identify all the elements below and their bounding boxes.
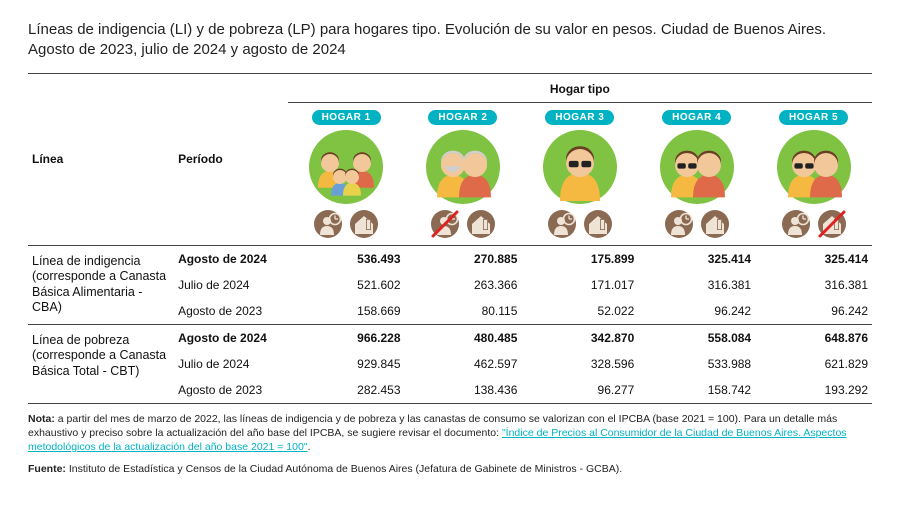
value-cell: 521.602 (288, 272, 405, 298)
value-cell: 342.870 (521, 324, 638, 351)
work-icon (430, 209, 460, 239)
hogar-header-1: HOGAR 1 (288, 102, 405, 245)
value-cell: 621.829 (755, 351, 872, 377)
table-title: Líneas de indigencia (LI) y de pobreza (… (28, 20, 872, 61)
value-cell: 533.988 (638, 351, 755, 377)
work-icon (547, 209, 577, 239)
hogar-header-4: HOGAR 4 (638, 102, 755, 245)
value-cell: 96.242 (638, 298, 755, 325)
hogar-badge: HOGAR 1 (312, 110, 381, 125)
value-cell: 158.742 (638, 377, 755, 404)
value-cell: 966.228 (288, 324, 405, 351)
col-header-periodo: Período (174, 73, 288, 245)
value-cell: 480.485 (405, 324, 522, 351)
household-illustration-icon (292, 129, 401, 205)
periodo-cell: Agosto de 2023 (174, 298, 288, 325)
col-header-linea: Línea (28, 73, 174, 245)
value-cell: 138.436 (405, 377, 522, 404)
home-icon (349, 209, 379, 239)
value-cell: 80.115 (405, 298, 522, 325)
value-cell: 175.899 (521, 245, 638, 272)
periodo-cell: Julio de 2024 (174, 351, 288, 377)
value-cell: 96.277 (521, 377, 638, 404)
household-illustration-icon (642, 129, 751, 205)
value-cell: 316.381 (638, 272, 755, 298)
home-icon (583, 209, 613, 239)
footnote-fuente: Fuente: Instituto de Estadística y Censo… (28, 462, 872, 476)
household-illustration-icon (759, 129, 868, 205)
hogar-header-3: HOGAR 3 (521, 102, 638, 245)
home-icon (466, 209, 496, 239)
value-cell: 929.845 (288, 351, 405, 377)
group-label: Línea de indigencia (corresponde a Canas… (28, 245, 174, 324)
hogar-badge: HOGAR 5 (779, 110, 848, 125)
value-cell: 193.292 (755, 377, 872, 404)
periodo-cell: Agosto de 2023 (174, 377, 288, 404)
hogar-header-2: HOGAR 2 (405, 102, 522, 245)
hogar-badge: HOGAR 4 (662, 110, 731, 125)
value-cell: 462.597 (405, 351, 522, 377)
fuente-text: Instituto de Estadística y Censos de la … (69, 463, 622, 475)
work-icon (781, 209, 811, 239)
value-cell: 263.366 (405, 272, 522, 298)
value-cell: 328.596 (521, 351, 638, 377)
work-icon (664, 209, 694, 239)
value-cell: 270.885 (405, 245, 522, 272)
footnote-nota: Nota: a partir del mes de marzo de 2022,… (28, 412, 872, 455)
hogar-badge: HOGAR 3 (545, 110, 614, 125)
value-cell: 158.669 (288, 298, 405, 325)
periodo-cell: Agosto de 2024 (174, 245, 288, 272)
value-cell: 96.242 (755, 298, 872, 325)
nota-post: . (308, 441, 311, 453)
value-cell: 282.453 (288, 377, 405, 404)
household-illustration-icon (409, 129, 518, 205)
value-cell: 536.493 (288, 245, 405, 272)
value-cell: 171.017 (521, 272, 638, 298)
data-table: Línea Período Hogar tipo HOGAR 1 HOGAR 2… (28, 73, 872, 404)
hogar-badge: HOGAR 2 (428, 110, 497, 125)
periodo-cell: Julio de 2024 (174, 272, 288, 298)
work-icon (313, 209, 343, 239)
col-header-hogar-tipo: Hogar tipo (288, 73, 872, 102)
group-label: Línea de pobreza (corresponde a Canasta … (28, 324, 174, 403)
value-cell: 648.876 (755, 324, 872, 351)
fuente-label: Fuente: (28, 463, 66, 475)
hogar-header-5: HOGAR 5 (755, 102, 872, 245)
value-cell: 52.022 (521, 298, 638, 325)
value-cell: 558.084 (638, 324, 755, 351)
value-cell: 325.414 (755, 245, 872, 272)
home-icon (700, 209, 730, 239)
periodo-cell: Agosto de 2024 (174, 324, 288, 351)
home-icon (817, 209, 847, 239)
nota-label: Nota: (28, 413, 55, 425)
household-illustration-icon (525, 129, 634, 205)
value-cell: 325.414 (638, 245, 755, 272)
value-cell: 316.381 (755, 272, 872, 298)
